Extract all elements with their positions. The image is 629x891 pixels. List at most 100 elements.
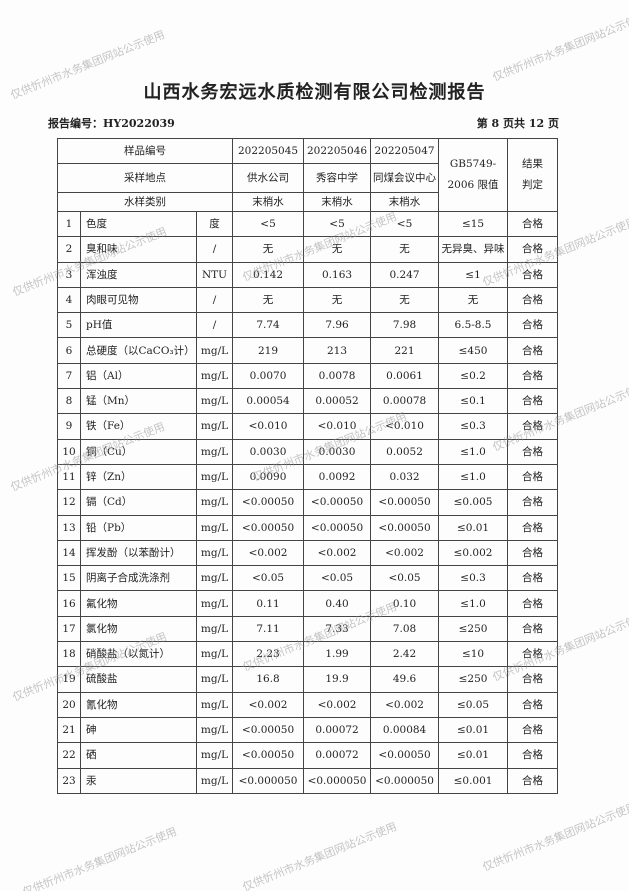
value: 无 <box>232 286 305 314</box>
limit: ≤0.005 <box>438 489 509 516</box>
verdict: 合格 <box>507 716 559 744</box>
verdict: 合格 <box>507 388 559 415</box>
value: 无 <box>303 236 372 263</box>
row-number: 19 <box>57 666 81 693</box>
item: 铁（Fe） <box>80 413 197 440</box>
verdict: 合格 <box>507 742 559 769</box>
limit: ≤250 <box>438 666 509 693</box>
row-number: 18 <box>57 641 81 668</box>
value: 0.0070 <box>232 362 305 390</box>
value: <0.05 <box>370 565 440 592</box>
data-row: 13 铅（Pb） mg/L <0.00050 <0.00050 <0.00050 ≤0.01… <box>57 514 559 541</box>
unit: mg/L <box>195 615 234 643</box>
value: 0.0061 <box>370 362 440 390</box>
value: 2.42 <box>370 641 440 668</box>
limit: ≤1 <box>438 261 509 288</box>
row-number: 20 <box>57 691 81 718</box>
data-row: 21 砷 mg/L <0.00050 0.00072 0.00084 ≤0.01 合格 <box>57 716 559 744</box>
header-cell: 结果判定 <box>507 138 559 212</box>
item: 铜（Cu） <box>80 438 197 465</box>
value: 2.23 <box>232 641 305 668</box>
data-row: 5 pH值/7.74 7.96 7.98 6.5-8.5 合格 <box>57 312 559 339</box>
row-number: 6 <box>57 337 81 364</box>
value: 0.00084 <box>370 716 440 744</box>
value: <0.00050 <box>232 742 305 769</box>
row-number: 16 <box>57 590 81 617</box>
value: <0.002 <box>303 691 372 718</box>
value: <0.010 <box>303 413 372 440</box>
value: 7.11 <box>232 615 305 643</box>
verdict: 合格 <box>507 413 559 440</box>
value: 7.74 <box>232 312 305 339</box>
sample-id: 202205045 <box>232 138 305 164</box>
verdict: 合格 <box>507 565 559 592</box>
value: <5 <box>303 210 372 238</box>
item: 挥发酚（以苯酚计） <box>80 539 197 567</box>
item: 锰（Mn） <box>80 388 197 415</box>
value: 7.98 <box>370 312 440 339</box>
row-number: 2 <box>57 236 81 263</box>
unit: mg/L <box>195 413 234 440</box>
verdict: 合格 <box>507 286 559 314</box>
item: 砷 <box>80 716 197 744</box>
value: <0.00050 <box>303 514 372 541</box>
value: 0.247 <box>370 261 440 288</box>
value: 7.08 <box>370 615 440 643</box>
report-title: 山西水务宏远水质检测有限公司检测报告 <box>143 82 486 103</box>
limit: ≤1.0 <box>438 590 509 617</box>
unit: mg/L <box>195 438 234 465</box>
unit: / <box>195 236 234 263</box>
data-row: 9 铁（Fe） mg/L <0.010 <0.010 <0.010 ≤0.3 合格 <box>57 413 559 440</box>
data-row: 17 氯化物 mg/L 7.11 7.33 7.08 ≤250 合格 <box>57 615 559 643</box>
header-cell: 水样类别 <box>56 192 234 212</box>
value: 7.96 <box>303 312 372 339</box>
row-number: 22 <box>57 742 81 769</box>
value: <0.00050 <box>370 742 440 769</box>
item: 硝酸盐（以氮计） <box>80 641 197 668</box>
sample-type: 末梢水 <box>370 192 440 212</box>
item: 总硬度（以CaCO₃计） <box>80 337 197 364</box>
data-row: 1 色度度 <5 <5 <5 ≤15 合格 <box>57 210 559 238</box>
row-number: 1 <box>57 210 81 238</box>
row-number: 15 <box>57 565 81 592</box>
item: 铅（Pb） <box>80 514 197 541</box>
data-row: 7 铝（Al） mg/L 0.0070 0.0078 0.0061 ≤0.2 合格 <box>57 362 559 390</box>
item: 浑浊度 <box>80 261 197 288</box>
value: <5 <box>232 210 305 238</box>
value: 0.0092 <box>303 463 372 491</box>
item: 肉眼可见物 <box>80 286 197 314</box>
verdict: 合格 <box>507 767 559 794</box>
verdict: 合格 <box>507 489 559 516</box>
value: 1.99 <box>303 641 372 668</box>
watermark: 仅供忻州市水务集团网站公示使用 <box>490 10 629 84</box>
value: <0.000050 <box>303 767 372 794</box>
verdict: 合格 <box>507 691 559 718</box>
value: <0.002 <box>232 539 305 567</box>
limit: ≤250 <box>438 615 509 643</box>
value: <0.002 <box>370 691 440 718</box>
verdict: 合格 <box>507 641 559 668</box>
value: 0.0090 <box>232 463 305 491</box>
data-row: 15 阴离子合成洗涤剂 mg/L <0.05 <0.05 <0.05 ≤0.3 合格 <box>57 565 559 592</box>
unit: mg/L <box>195 641 234 668</box>
unit: mg/L <box>195 716 234 744</box>
data-row: 23 汞 mg/L <0.000050 <0.000050 <0.000050 ≤0.001… <box>57 767 559 794</box>
limit: ≤0.05 <box>438 691 509 718</box>
verdict: 合格 <box>507 615 559 643</box>
item: 氟化物 <box>80 590 197 617</box>
limit: ≤1.0 <box>438 463 509 491</box>
row-number: 3 <box>57 261 81 288</box>
item: 臭和味 <box>80 236 197 263</box>
data-row: 18 硝酸盐（以氮计） mg/L 2.23 1.99 2.42 ≤10 合格 <box>57 641 559 668</box>
unit: mg/L <box>195 590 234 617</box>
value: 0.00072 <box>303 716 372 744</box>
row-number: 11 <box>57 463 81 491</box>
limit: ≤0.3 <box>438 413 509 440</box>
verdict: 合格 <box>507 236 559 263</box>
unit: mg/L <box>195 463 234 491</box>
verdict: 合格 <box>507 590 559 617</box>
verdict: 合格 <box>507 463 559 491</box>
item: 汞 <box>80 767 197 794</box>
value: 0.00052 <box>303 388 372 415</box>
